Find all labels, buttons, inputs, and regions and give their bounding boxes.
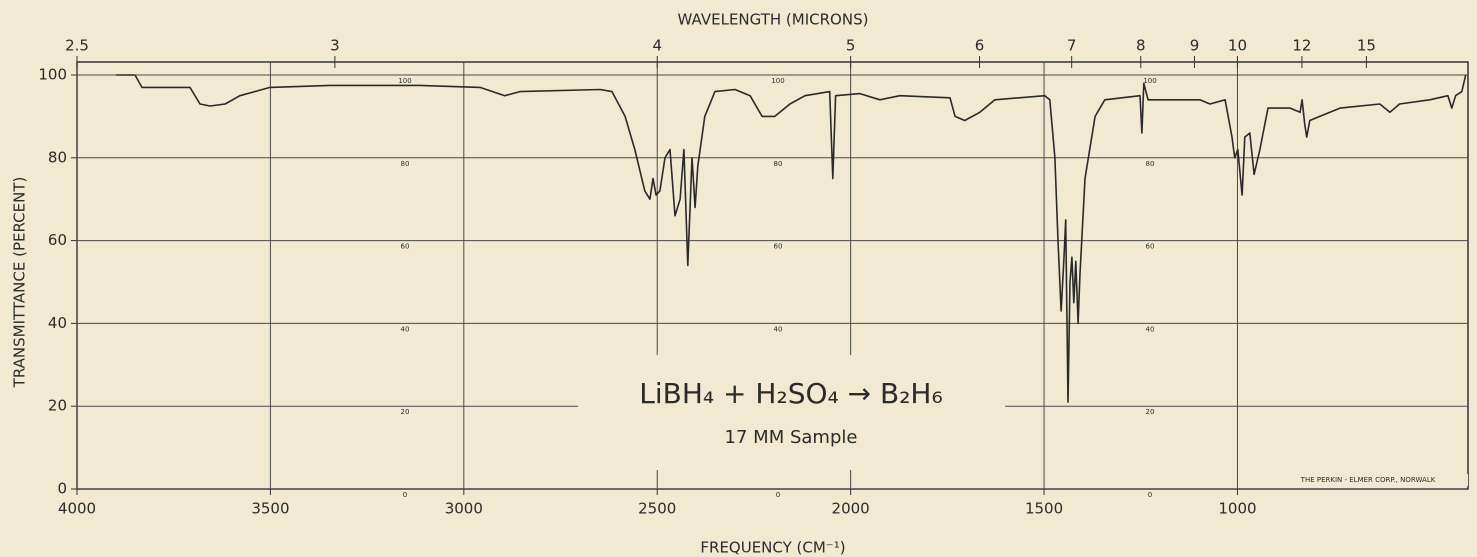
inner-scale-label: 100 [771, 77, 784, 85]
x-tick-label: 2500 [638, 500, 676, 518]
x2-tick-label: 8 [1136, 37, 1146, 55]
x2-tick-label: 7 [1067, 37, 1077, 55]
inner-scale-label: 40 [401, 325, 410, 333]
inner-scale-label: 40 [1146, 325, 1155, 333]
imprint: THE PERKIN - ELMER CORP., NORWALK [1300, 476, 1436, 484]
y-tick-label: 40 [48, 314, 67, 332]
x2-tick-label: 6 [975, 37, 985, 55]
inner-scale-label: 60 [774, 243, 783, 251]
inner-scale-label: 80 [1146, 160, 1155, 168]
x-tick-label: 2000 [832, 500, 870, 518]
annotation-sub: 17 MM Sample [725, 427, 858, 448]
x2-tick-label: 9 [1190, 37, 1200, 55]
inner-scale-label: 100 [1143, 77, 1156, 85]
y-tick-label: 20 [48, 397, 67, 415]
x2-tick-label: 15 [1357, 37, 1376, 55]
x2-tick-label: 10 [1228, 37, 1247, 55]
x-tick-label: 3500 [251, 500, 289, 518]
x2-tick-label: 5 [846, 37, 856, 55]
inner-scale-label: 0 [403, 491, 407, 499]
spectrum-line [116, 74, 1467, 403]
x2-axis-label: WAVELENGTH (MICRONS) [678, 11, 869, 29]
inner-scale-label: 100 [398, 77, 411, 85]
x2-tick-label: 4 [652, 37, 662, 55]
inner-scale-label: 0 [776, 491, 780, 499]
inner-scale-label: 20 [1146, 408, 1155, 416]
x-tick-label: 3000 [445, 500, 483, 518]
y-axis-label: TRANSMITTANCE (PERCENT) [11, 177, 29, 389]
y-tick-label: 100 [38, 66, 67, 84]
x-axis-label: FREQUENCY (CM⁻¹) [700, 539, 845, 557]
inner-scale-label: 60 [1146, 243, 1155, 251]
y-tick-label: 0 [57, 480, 67, 498]
x-tick-label: 1500 [1025, 500, 1063, 518]
annotation: LiBH₄ + H₂SO₄ → B₂H₆ [639, 377, 942, 410]
y-tick-label: 80 [48, 148, 67, 166]
x-tick-label: 1000 [1218, 500, 1256, 518]
inner-scale-label: 80 [774, 160, 783, 168]
inner-scale-label: 40 [774, 325, 783, 333]
y-tick-label: 60 [48, 231, 67, 249]
x2-tick-label: 12 [1292, 37, 1311, 55]
annotation-box [578, 355, 1005, 470]
inner-scale-label: 80 [401, 160, 410, 168]
inner-scale-label: 60 [401, 243, 410, 251]
x2-tick-label: 3 [330, 37, 340, 55]
x2-tick-label: 2.5 [65, 37, 89, 55]
x-tick-label: 4000 [58, 500, 96, 518]
inner-scale-label: 0 [1148, 491, 1152, 499]
imprint-box [1268, 474, 1468, 486]
inner-scale-label: 20 [401, 408, 410, 416]
